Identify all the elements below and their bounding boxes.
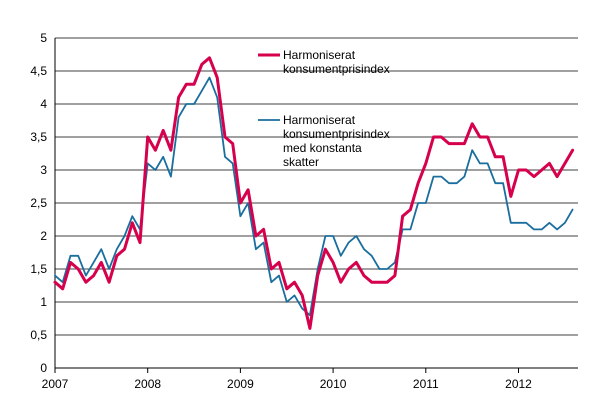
y-tick-label: 4: [40, 97, 47, 111]
x-tick-label: 2009: [227, 377, 254, 391]
y-tick-label: 3,5: [30, 130, 47, 144]
legend-label: Harmoniserat: [283, 48, 356, 62]
legend: HarmoniseratkonsumentprisindexHarmoniser…: [258, 48, 390, 169]
y-tick-label: 2,5: [30, 196, 47, 210]
series-line-hicp: [53, 56, 575, 330]
x-tick-label: 2012: [505, 377, 532, 391]
y-tick-label: 1,5: [30, 262, 47, 276]
gridlines: [55, 37, 578, 336]
x-tick-label: 2008: [134, 377, 161, 391]
legend-label: konsumentprisindex: [283, 62, 390, 76]
series-lines: [53, 56, 575, 330]
axes: 0 0,5 1 1,5 2 2,5 3 3,5 4 4,5 5 2007 2008 2009 2010 201…: [30, 31, 578, 391]
legend-label: med konstanta: [283, 141, 362, 155]
y-tick-label: 0: [40, 361, 47, 375]
y-tick-label: 1: [40, 295, 47, 309]
legend-label: Harmoniserat: [283, 113, 356, 127]
legend-label: konsumentprisindex: [283, 127, 390, 141]
y-tick-label: 4,5: [30, 64, 47, 78]
y-tick-label: 0,5: [30, 328, 47, 342]
legend-label: skatter: [283, 155, 319, 169]
y-tick-label: 5: [40, 31, 47, 45]
x-tick-label: 2010: [320, 377, 347, 391]
y-tick-label: 3: [40, 163, 47, 177]
y-tick-label: 2: [40, 229, 47, 243]
x-tick-label: 2011: [413, 377, 439, 391]
x-tick-label: 2007: [42, 377, 69, 391]
